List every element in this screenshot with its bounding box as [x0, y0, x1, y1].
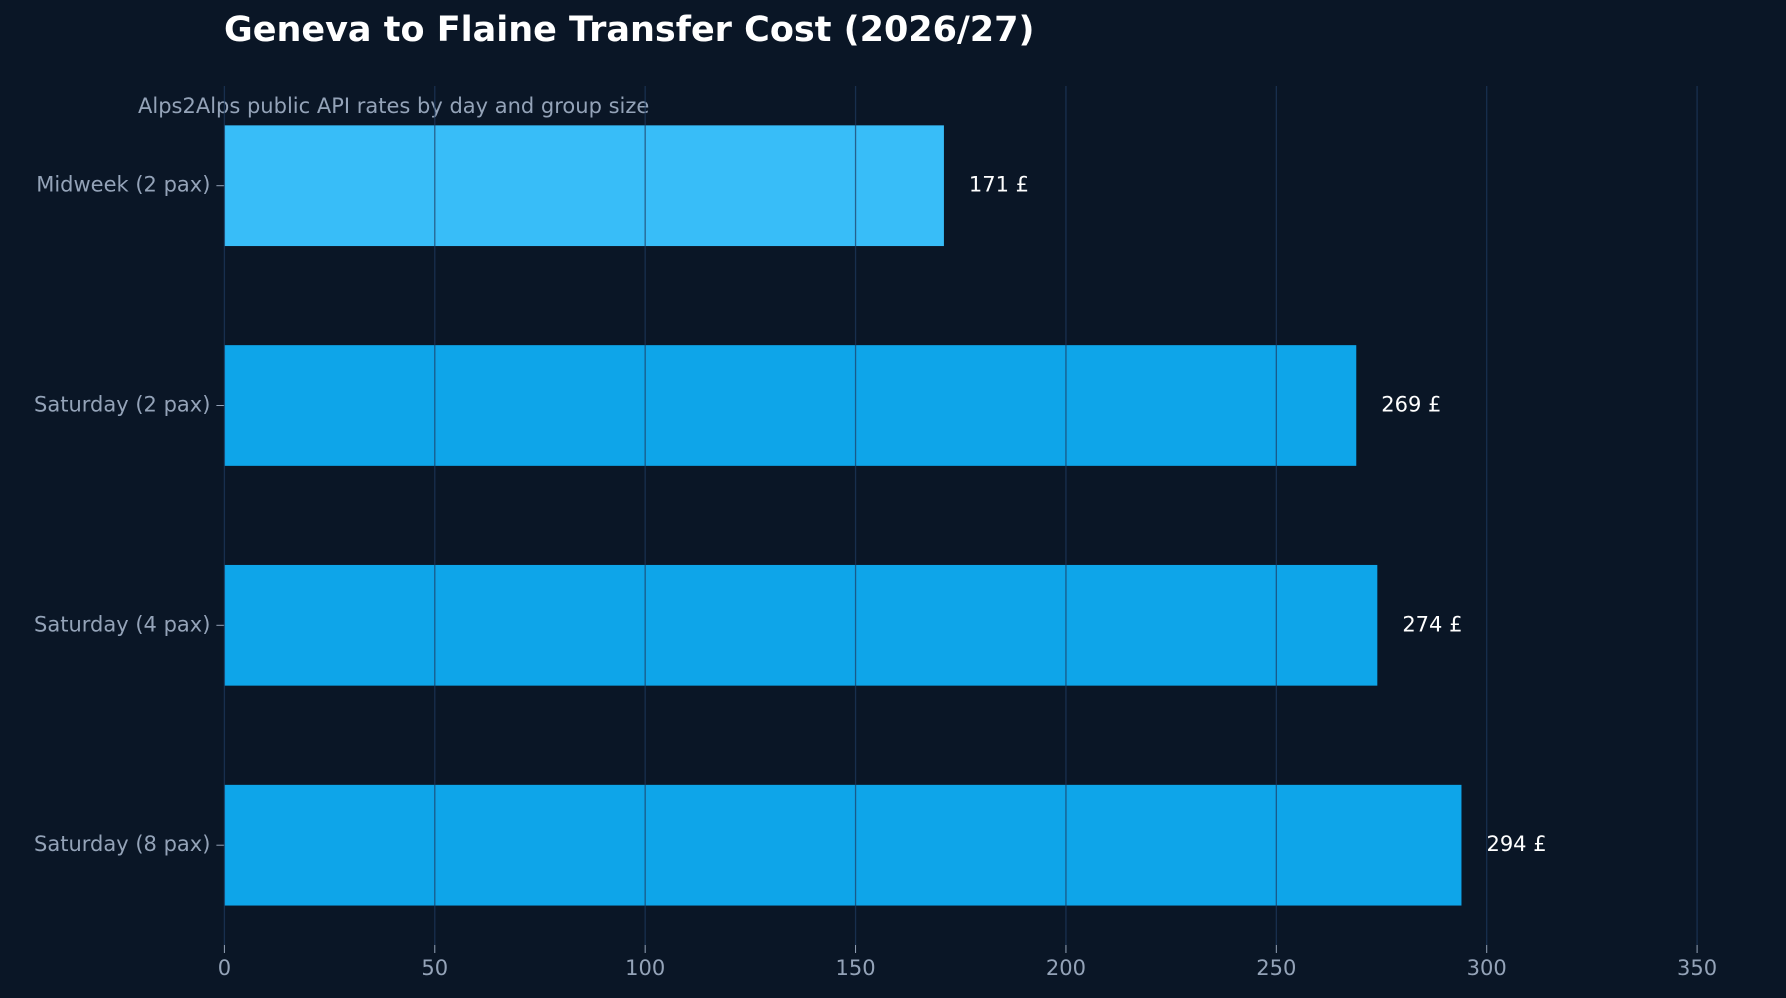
value-label: 171 £ [969, 173, 1029, 197]
value-label: 269 £ [1381, 393, 1441, 417]
bar [224, 345, 1357, 466]
x-tick-label: 150 [836, 956, 876, 980]
chart-title: Geneva to Flaine Transfer Cost (2026/27) [224, 10, 1035, 50]
x-tick-label: 0 [218, 956, 231, 980]
chart-subtitle: Alps2Alps public API rates by day and gr… [138, 94, 649, 118]
bar [224, 564, 1378, 686]
bar [224, 125, 944, 247]
value-label: 274 £ [1402, 612, 1462, 636]
x-tick-label: 100 [625, 956, 665, 980]
x-tick-label: 200 [1046, 956, 1086, 980]
x-tick-label: 50 [421, 956, 448, 980]
y-tick-label: Midweek (2 pax) [36, 173, 210, 197]
x-tick-label: 250 [1256, 956, 1296, 980]
x-tick-label: 350 [1677, 956, 1717, 980]
y-tick-label: Saturday (4 pax) [34, 612, 210, 636]
x-tick-label: 300 [1467, 956, 1507, 980]
y-tick-label: Saturday (8 pax) [34, 832, 210, 856]
y-tick-label: Saturday (2 pax) [34, 393, 210, 417]
bar [224, 784, 1462, 906]
value-label: 294 £ [1486, 832, 1546, 856]
